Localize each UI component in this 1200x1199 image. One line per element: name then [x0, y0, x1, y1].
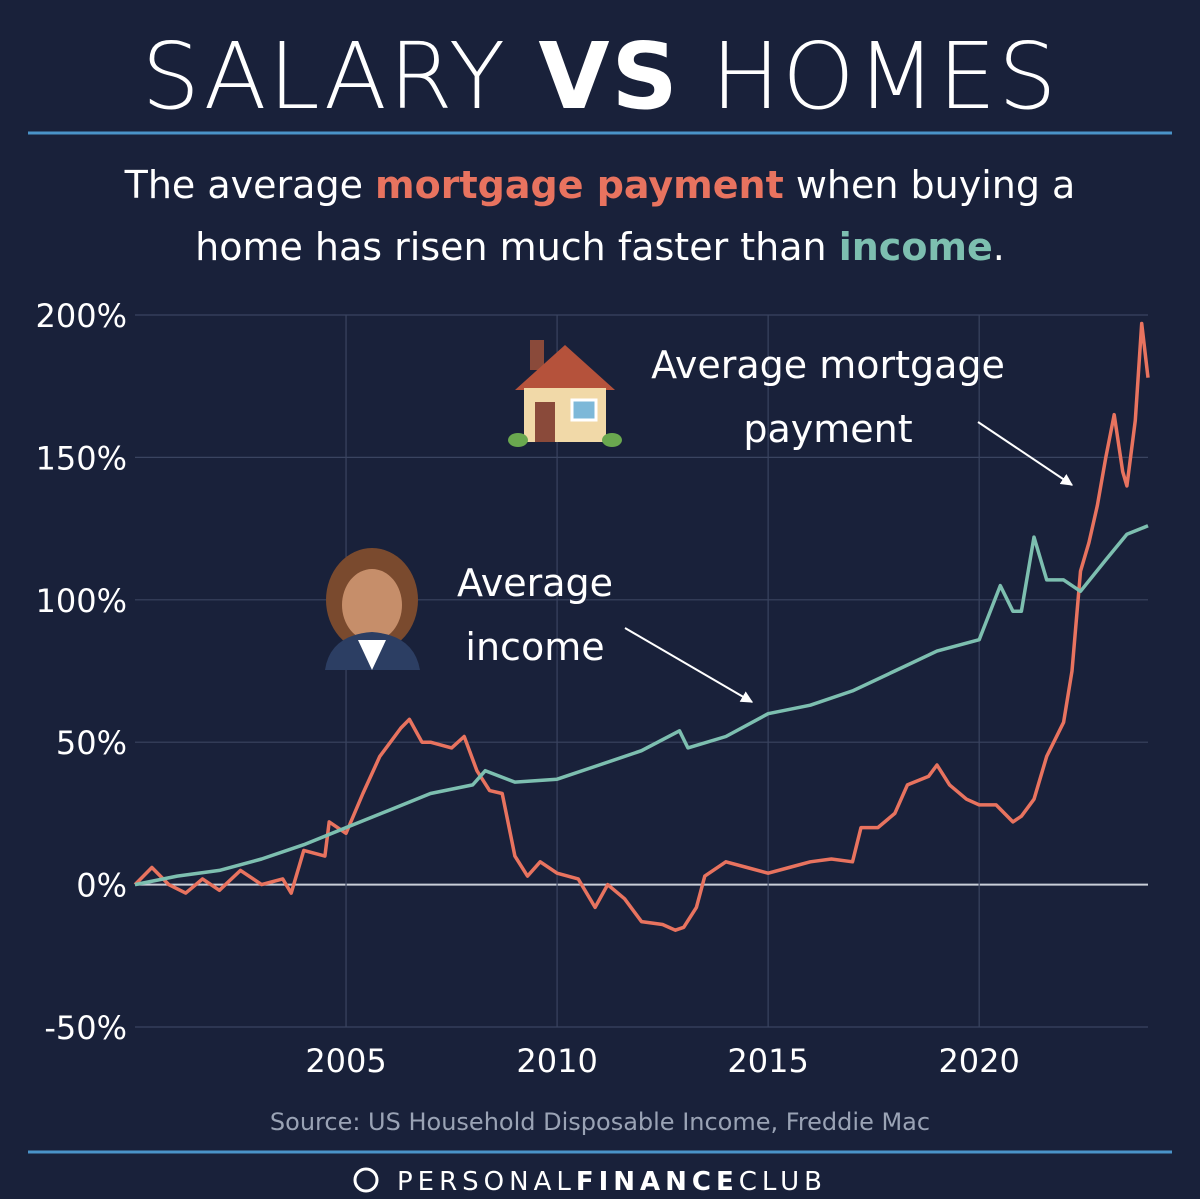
brand-part: CLUB [739, 1167, 827, 1197]
subtitle-line: The average mortgage payment when buying… [124, 163, 1076, 207]
title: SALARY VS HOMES [141, 23, 1058, 130]
title-part: SALARY [141, 23, 507, 130]
subtitle-line: home has risen much faster than income. [195, 225, 1005, 269]
source: Source: US Household Disposable Income, … [270, 1108, 930, 1136]
subtitle-part: mortgage payment [375, 163, 784, 207]
arrow [624, 627, 754, 703]
y-tick-label: 0% [76, 867, 127, 905]
arrow [977, 421, 1073, 486]
x-tick-label: 2005 [305, 1042, 386, 1080]
person-icon [325, 548, 420, 670]
subtitle-part: income [839, 225, 993, 269]
x-tick-label: 2020 [938, 1042, 1019, 1080]
annotation: Average [457, 561, 613, 605]
subtitle-part: home has risen much faster than [195, 225, 839, 269]
line-series [134, 524, 1149, 887]
subtitle-part: The average [124, 163, 375, 207]
plot: -50% 0% 50% 100% 150% 200% 2005 2010 2015 2020 [36, 297, 1150, 1080]
brand: PERSONALFINANCECLUB [397, 1167, 827, 1197]
title-part: VS [538, 23, 679, 130]
annotation: Average mortgage [651, 343, 1005, 387]
annotation: payment [743, 407, 912, 451]
brand-part: FINANCE [576, 1167, 739, 1197]
y-tick-label: 150% [36, 439, 127, 477]
y-tick-label: 200% [36, 297, 127, 335]
line-series [133, 321, 1150, 932]
y-tick-label: -50% [44, 1009, 127, 1047]
brand-part: PERSONAL [397, 1167, 576, 1197]
x-tick-label: 2010 [516, 1042, 597, 1080]
x-tick-label: 2015 [727, 1042, 808, 1080]
y-tick-label: 100% [36, 582, 127, 620]
subtitle-part: when buying a [784, 163, 1076, 207]
subtitle-part: . [993, 225, 1005, 269]
brand-logo [353, 1167, 379, 1193]
y-tick-label: 50% [56, 724, 127, 762]
title-part: HOMES [711, 23, 1059, 130]
annotation: income [465, 625, 604, 669]
house-icon [508, 340, 622, 447]
